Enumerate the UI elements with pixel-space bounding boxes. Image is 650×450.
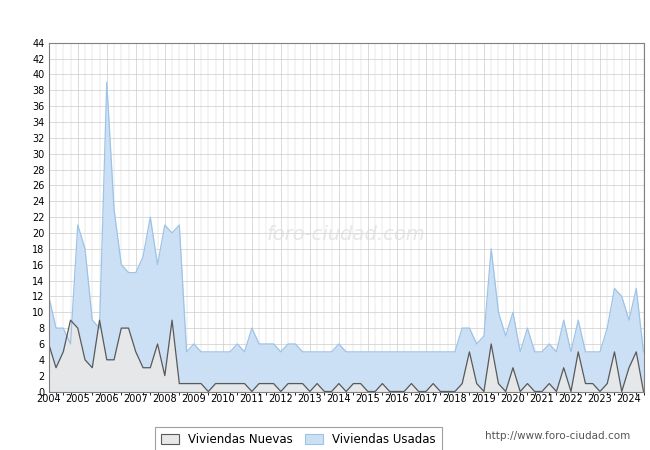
Text: Pliego - Evolucion del Nº de Transacciones Inmobiliarias: Pliego - Evolucion del Nº de Transaccion… bbox=[121, 11, 529, 26]
Text: foro-ciudad.com: foro-ciudad.com bbox=[266, 225, 426, 244]
Legend: Viviendas Nuevas, Viviendas Usadas: Viviendas Nuevas, Viviendas Usadas bbox=[155, 427, 442, 450]
Text: http://www.foro-ciudad.com: http://www.foro-ciudad.com bbox=[486, 431, 630, 441]
